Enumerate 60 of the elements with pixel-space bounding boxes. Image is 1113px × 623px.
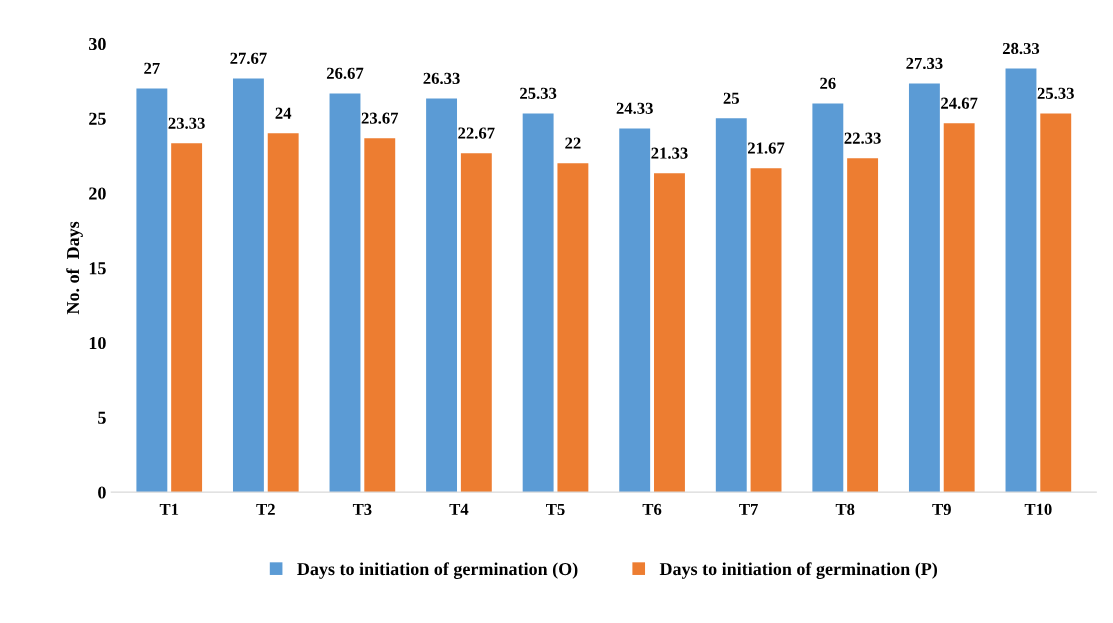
x-tick-label: T9 [932,503,951,516]
bar [943,123,975,493]
data-label: 22.33 [844,132,881,144]
y-axis-title: No. of Days [66,221,83,315]
bar [171,143,203,493]
data-label: 28.33 [1002,42,1040,55]
y-tick-label: 25 [89,112,106,125]
bar [136,88,168,493]
bar [1040,113,1072,493]
data-label: 22 [565,137,581,149]
y-tick-label: 10 [89,336,106,350]
data-label: 22.67 [458,127,495,139]
bar [364,138,396,493]
data-label: 26.33 [423,72,460,85]
data-label: 21.33 [651,147,688,159]
data-label: 24.67 [941,97,978,109]
data-label: 27.33 [906,57,943,70]
bar [812,103,844,493]
x-tick-label: T8 [835,503,855,516]
x-tick-label: T4 [449,503,469,515]
data-label: 25.33 [1037,87,1074,100]
legend-label: Days to initiation of germination (P) [659,562,938,579]
x-tick-label: T10 [1024,503,1052,516]
data-label: 21.67 [747,142,785,154]
bar [654,173,685,493]
bar [426,98,458,493]
data-label: 24 [275,107,292,119]
y-tick-label: 5 [98,411,106,424]
data-label: 27 [144,62,160,74]
bar [715,118,747,493]
bar [750,168,782,493]
y-tick-label: 20 [89,187,106,200]
legend-label: Days to initiation of germination (O) [297,562,578,579]
data-label: 25 [723,92,739,104]
data-label: 23.33 [168,117,205,129]
bar [522,113,554,493]
bar [232,78,264,493]
data-label: 23.67 [361,112,399,124]
data-label: 25.33 [520,87,557,100]
bar [557,163,589,493]
bar [619,128,651,493]
bar [847,158,879,493]
x-tick-label: T7 [739,503,758,515]
y-tick-label: 15 [89,262,106,275]
y-tick-label: 30 [89,37,106,51]
bar [1005,68,1037,493]
bar [329,93,361,493]
data-label: 27.67 [230,52,267,65]
y-tick-label: 0 [98,486,106,499]
bar [460,153,492,493]
x-tick-label: T1 [159,503,179,515]
x-tick-label: T3 [352,503,372,516]
data-label: 26.67 [326,67,364,79]
bar [267,133,299,493]
data-label: 24.33 [616,102,653,114]
x-tick-label: T5 [546,503,565,516]
x-tick-label: T6 [642,503,662,516]
data-label: 26 [820,77,836,89]
x-tick-label: T2 [256,503,275,515]
bar [908,83,940,493]
